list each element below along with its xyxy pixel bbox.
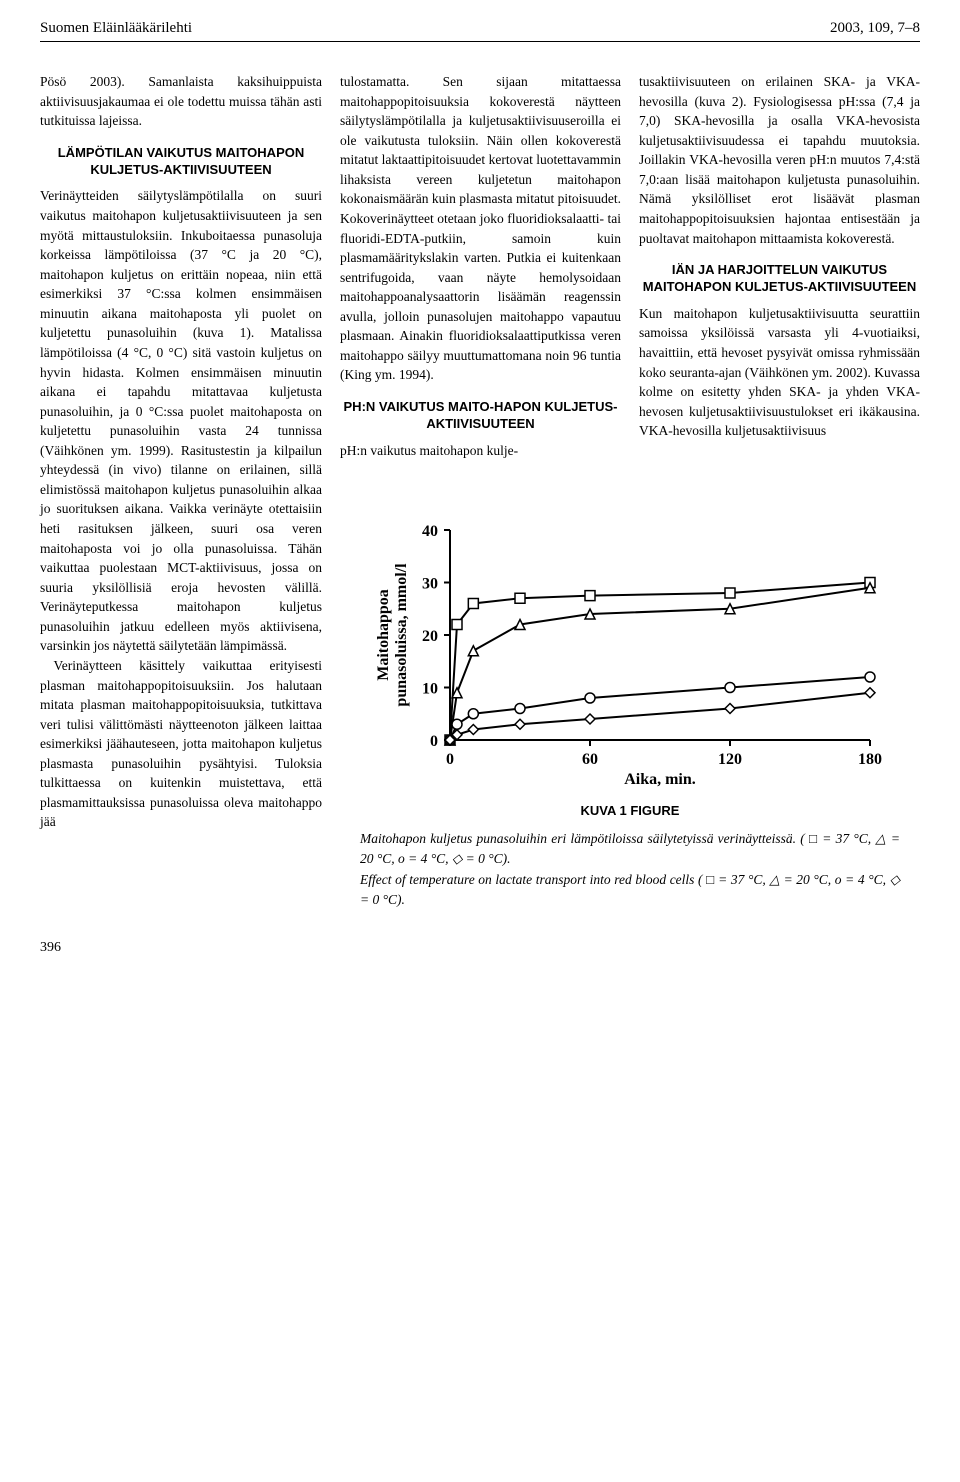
- page-number: 396: [40, 940, 920, 956]
- svg-text:180: 180: [858, 751, 882, 768]
- issue-info: 2003, 109, 7–8: [830, 20, 920, 37]
- svg-text:10: 10: [422, 681, 438, 698]
- svg-text:Maitohappoa: Maitohappoa: [375, 590, 392, 682]
- col3-heading: IÄN JA HARJOITTELUN VAIKUTUS MAITOHAPON …: [639, 262, 920, 296]
- figure-1: 0 10 20 30 40 0 60 120 180 Maitohappoapunasoluiss…: [340, 480, 920, 910]
- chart-line-plot: 0 10 20 30 40 0 60 120 180 Maitohappoapunasoluiss…: [360, 490, 900, 790]
- column-3: tusaktiivisuuteen on erilainen SKA- ja V…: [639, 72, 920, 460]
- col1-p2: Verinäytteiden säilytyslämpötilalla on s…: [40, 186, 322, 656]
- column-2-3-wrap: tulostamatta. Sen sijaan mitattaessa mai…: [340, 72, 920, 910]
- svg-text:20: 20: [422, 628, 438, 645]
- col3-p2: Kun maitohapon kuljetusaktiivisuutta seu…: [639, 304, 920, 441]
- figure-title: KUVA 1 FIGURE: [360, 802, 900, 821]
- col1-heading: LÄMPÖTILAN VAIKUTUS MAITOHAPON KULJETUS-…: [40, 145, 322, 179]
- svg-text:Aika, min.: Aika, min.: [624, 771, 696, 788]
- svg-text:punasoluissa, mmol/l: punasoluissa, mmol/l: [393, 563, 410, 707]
- figure-caption-en: Effect of temperature on lactate transpo…: [360, 870, 900, 911]
- column-2: tulostamatta. Sen sijaan mitattaessa mai…: [340, 72, 621, 460]
- svg-text:0: 0: [446, 751, 454, 768]
- svg-text:30: 30: [422, 576, 438, 593]
- svg-text:40: 40: [422, 523, 438, 540]
- svg-text:120: 120: [718, 751, 742, 768]
- col2-heading: PH:N VAIKUTUS MAITO-HAPON KULJETUS-AKTII…: [340, 399, 621, 433]
- page-header: Suomen Eläinlääkärilehti 2003, 109, 7–8: [40, 20, 920, 42]
- col1-p3: Verinäytteen käsittely vaikuttaa erityis…: [40, 656, 322, 832]
- svg-text:60: 60: [582, 751, 598, 768]
- col3-p1: tusaktiivisuuteen on erilainen SKA- ja V…: [639, 72, 920, 248]
- journal-name: Suomen Eläinlääkärilehti: [40, 20, 192, 37]
- col2-p1: tulostamatta. Sen sijaan mitattaessa mai…: [340, 72, 621, 385]
- figure-caption-fi: Maitohapon kuljetus punasoluihin eri läm…: [360, 829, 900, 870]
- col1-p1: Pösö 2003). Samanlaista kaksihuippuista …: [40, 72, 322, 131]
- text-columns: Pösö 2003). Samanlaista kaksihuippuista …: [40, 72, 920, 910]
- svg-text:0: 0: [430, 733, 438, 750]
- column-1: Pösö 2003). Samanlaista kaksihuippuista …: [40, 72, 322, 910]
- col2-p2: pH:n vaikutus maitohapon kulje-: [340, 441, 621, 461]
